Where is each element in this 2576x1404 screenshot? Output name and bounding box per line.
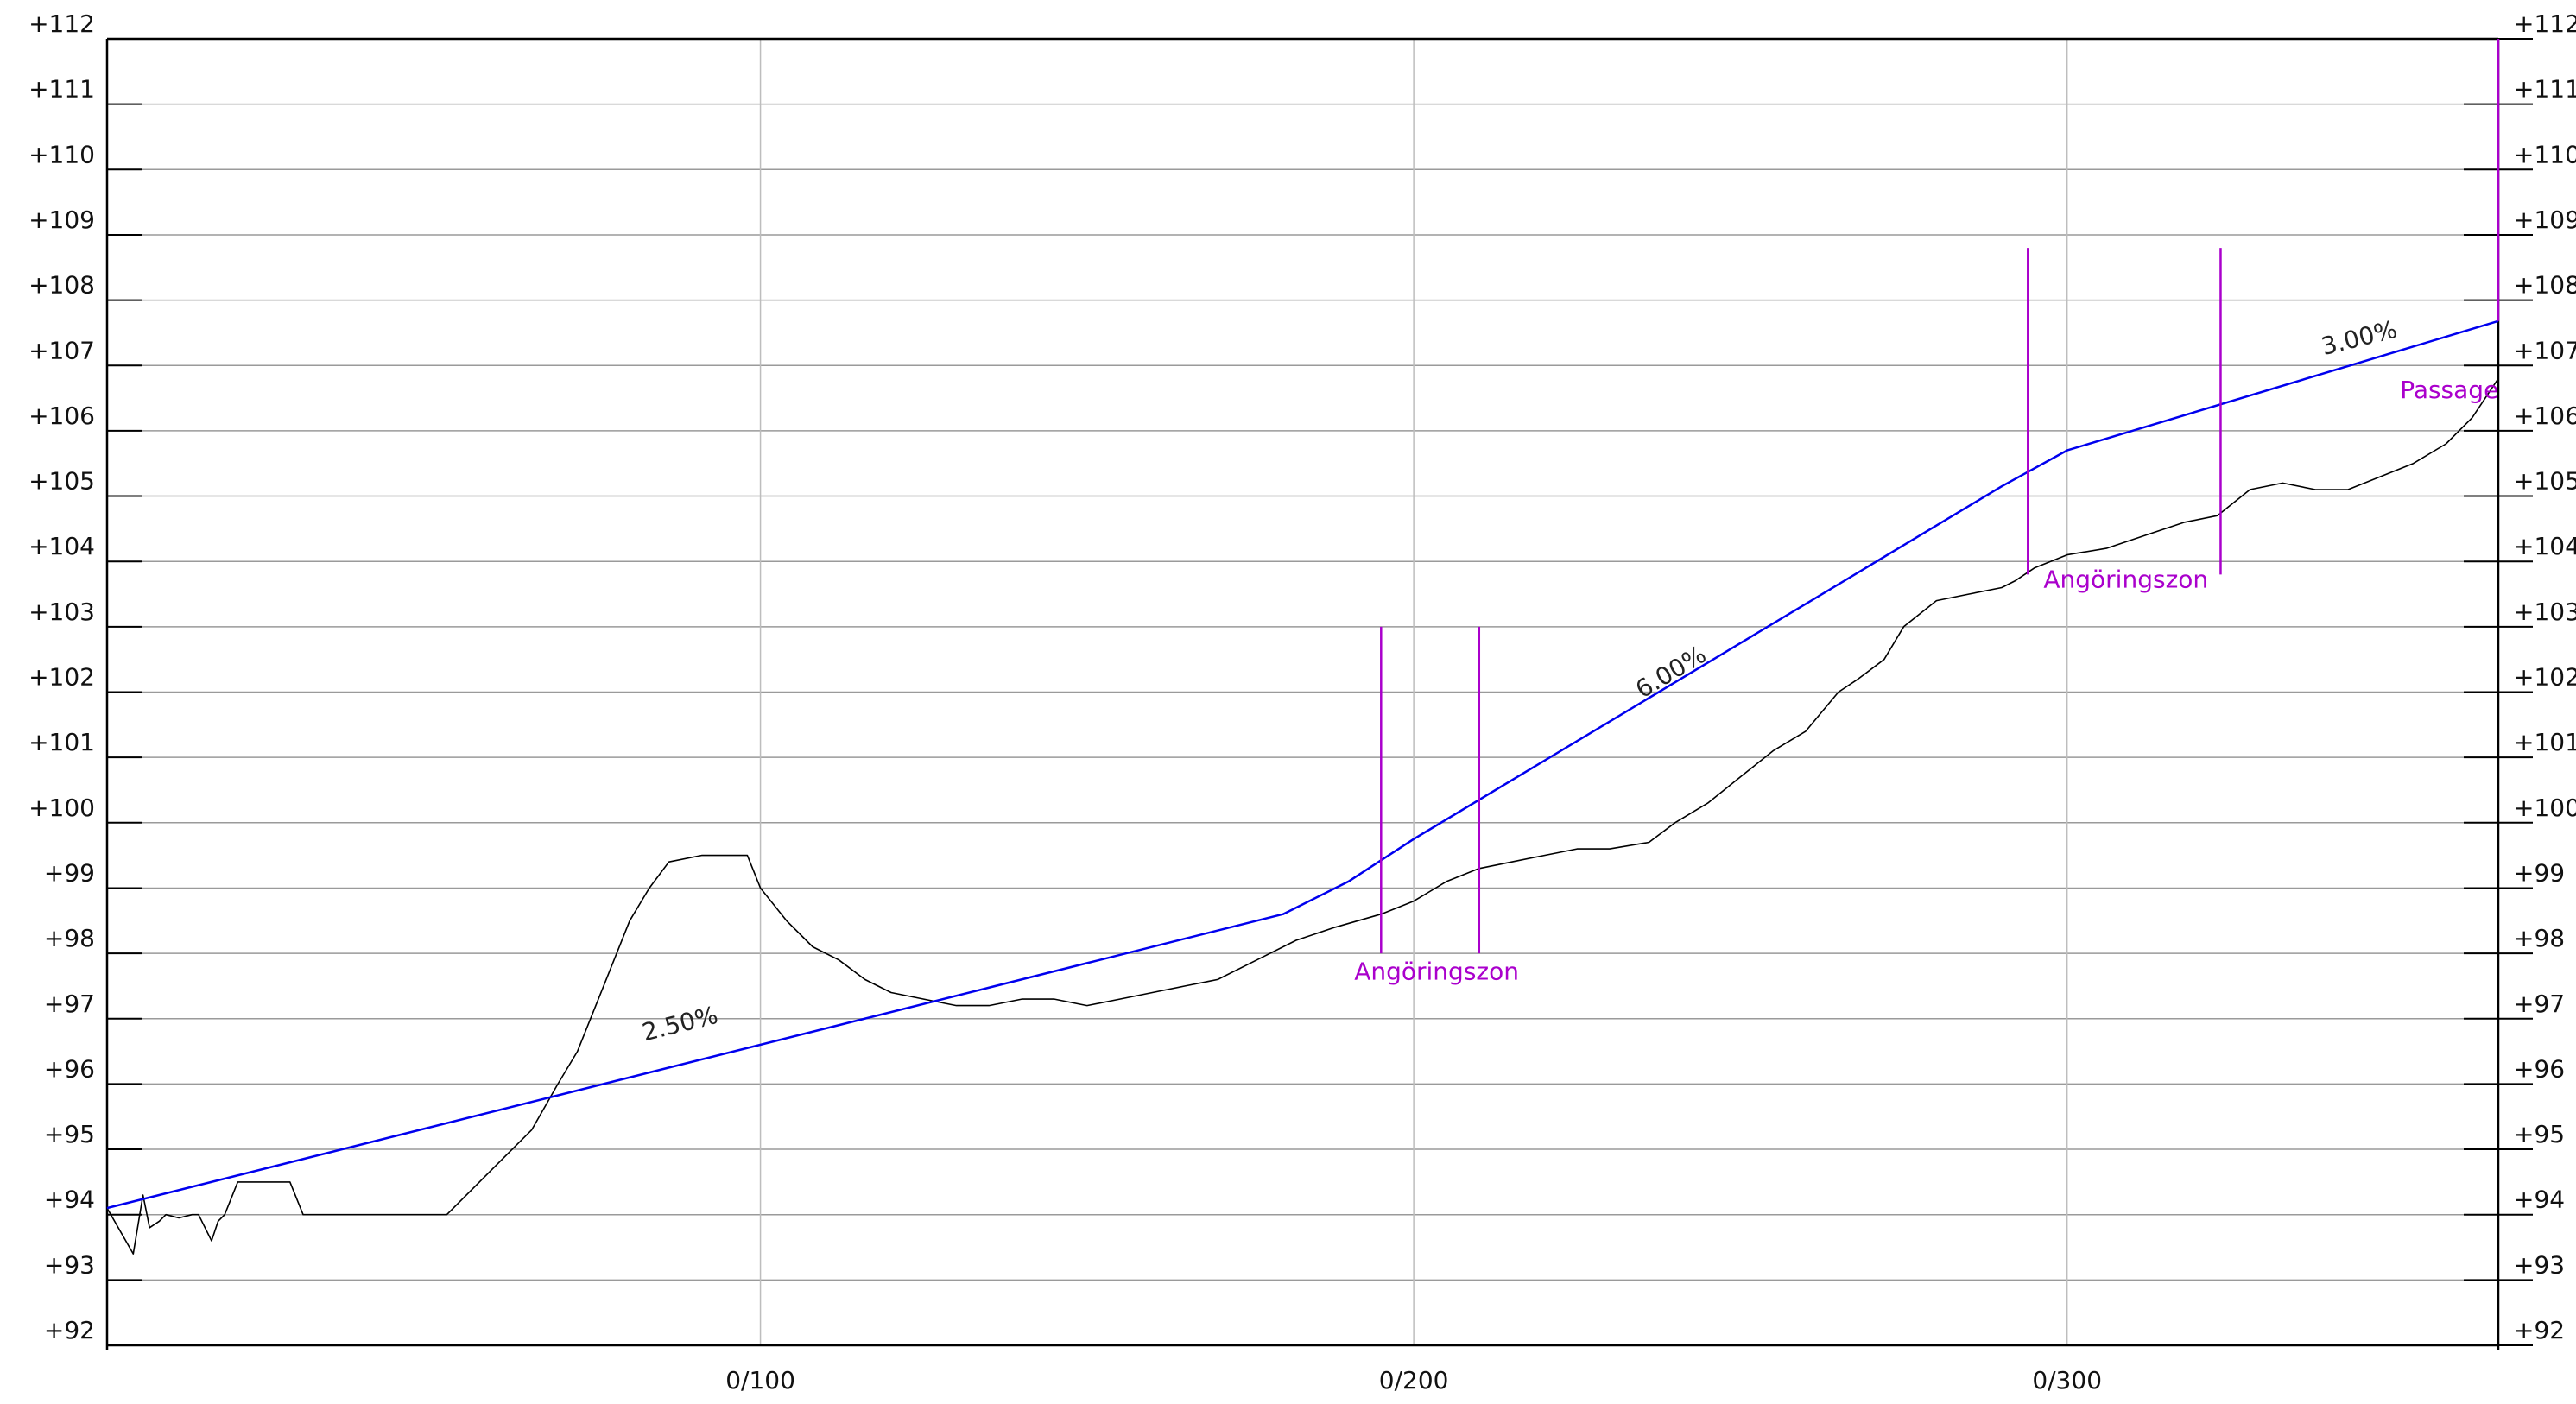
y-axis: +112 +112 +111 +111 +110 +110 +109 +109 +108 +108… <box>28 9 2576 1346</box>
y-tick-label-left: +94 <box>44 1186 95 1214</box>
y-tick-label-left: +103 <box>28 598 95 626</box>
y-tick-label-right: +105 <box>2514 467 2576 496</box>
y-tick-label-left: +112 <box>28 9 95 38</box>
x-tick-label: 0/300 <box>2032 1366 2102 1395</box>
y-tick-label-right: +93 <box>2514 1250 2565 1279</box>
x-axis: 0/100 0/200 0/300 <box>725 1366 2102 1395</box>
y-tick-label-right: +95 <box>2514 1120 2565 1148</box>
y-tick-label-left: +105 <box>28 467 95 496</box>
y-tick-label-right: +99 <box>2514 858 2565 887</box>
x-tick-label: 0/100 <box>725 1366 795 1395</box>
y-tick-label-right: +102 <box>2514 663 2576 692</box>
y-tick-label-right: +100 <box>2514 794 2576 822</box>
y-tick-label-right: +110 <box>2514 140 2576 168</box>
y-tick-label-left: +108 <box>28 271 95 300</box>
zone-label: Angöringszon <box>2043 565 2208 593</box>
y-tick-label-left: +110 <box>28 140 95 168</box>
y-tick-label-right: +96 <box>2514 1054 2565 1083</box>
y-tick-label-right: +92 <box>2514 1316 2565 1344</box>
markers-group <box>1380 39 2500 954</box>
zone-label: Angöringszon <box>1354 957 1519 985</box>
y-tick-label-left: +109 <box>28 206 95 234</box>
y-tick-label-right: +112 <box>2514 9 2576 38</box>
terrain-profile-line <box>106 377 2499 1255</box>
y-tick-label-left: +104 <box>28 532 95 560</box>
y-tick-label-left: +95 <box>44 1120 95 1148</box>
y-tick-label-left: +100 <box>28 794 95 822</box>
y-tick-label-left: +99 <box>44 858 95 887</box>
series-group <box>106 319 2499 1255</box>
x-tick-label: 0/200 <box>1379 1366 1449 1395</box>
y-tick-label-right: +97 <box>2514 990 2565 1018</box>
y-tick-label-left: +93 <box>44 1250 95 1279</box>
y-tick-label-right: +108 <box>2514 271 2576 300</box>
grade-label: 2.50% <box>639 1001 720 1047</box>
design-profile-line <box>106 319 2499 1210</box>
grade-label: 6.00% <box>1630 640 1711 704</box>
y-tick-label-left: +101 <box>28 728 95 756</box>
y-tick-label-left: +111 <box>28 75 95 104</box>
y-tick-label-right: +109 <box>2514 206 2576 234</box>
y-tick-label-right: +104 <box>2514 532 2576 560</box>
y-tick-label-right: +101 <box>2514 728 2576 756</box>
y-tick-label-left: +102 <box>28 663 95 692</box>
y-tick-label-left: +106 <box>28 402 95 430</box>
y-tick-label-right: +106 <box>2514 402 2576 430</box>
y-tick-label-right: +98 <box>2514 924 2565 952</box>
y-tick-label-right: +107 <box>2514 336 2576 364</box>
y-tick-label-right: +111 <box>2514 75 2576 104</box>
y-tick-label-right: +103 <box>2514 598 2576 626</box>
y-tick-label-right: +94 <box>2514 1186 2565 1214</box>
grid <box>107 38 2498 1346</box>
y-tick-label-left: +98 <box>44 924 95 952</box>
zone-label: Passage <box>2400 376 2498 404</box>
y-tick-label-left: +96 <box>44 1054 95 1083</box>
y-tick-label-left: +107 <box>28 336 95 364</box>
y-tick-label-left: +92 <box>44 1316 95 1344</box>
y-tick-label-left: +97 <box>44 990 95 1018</box>
